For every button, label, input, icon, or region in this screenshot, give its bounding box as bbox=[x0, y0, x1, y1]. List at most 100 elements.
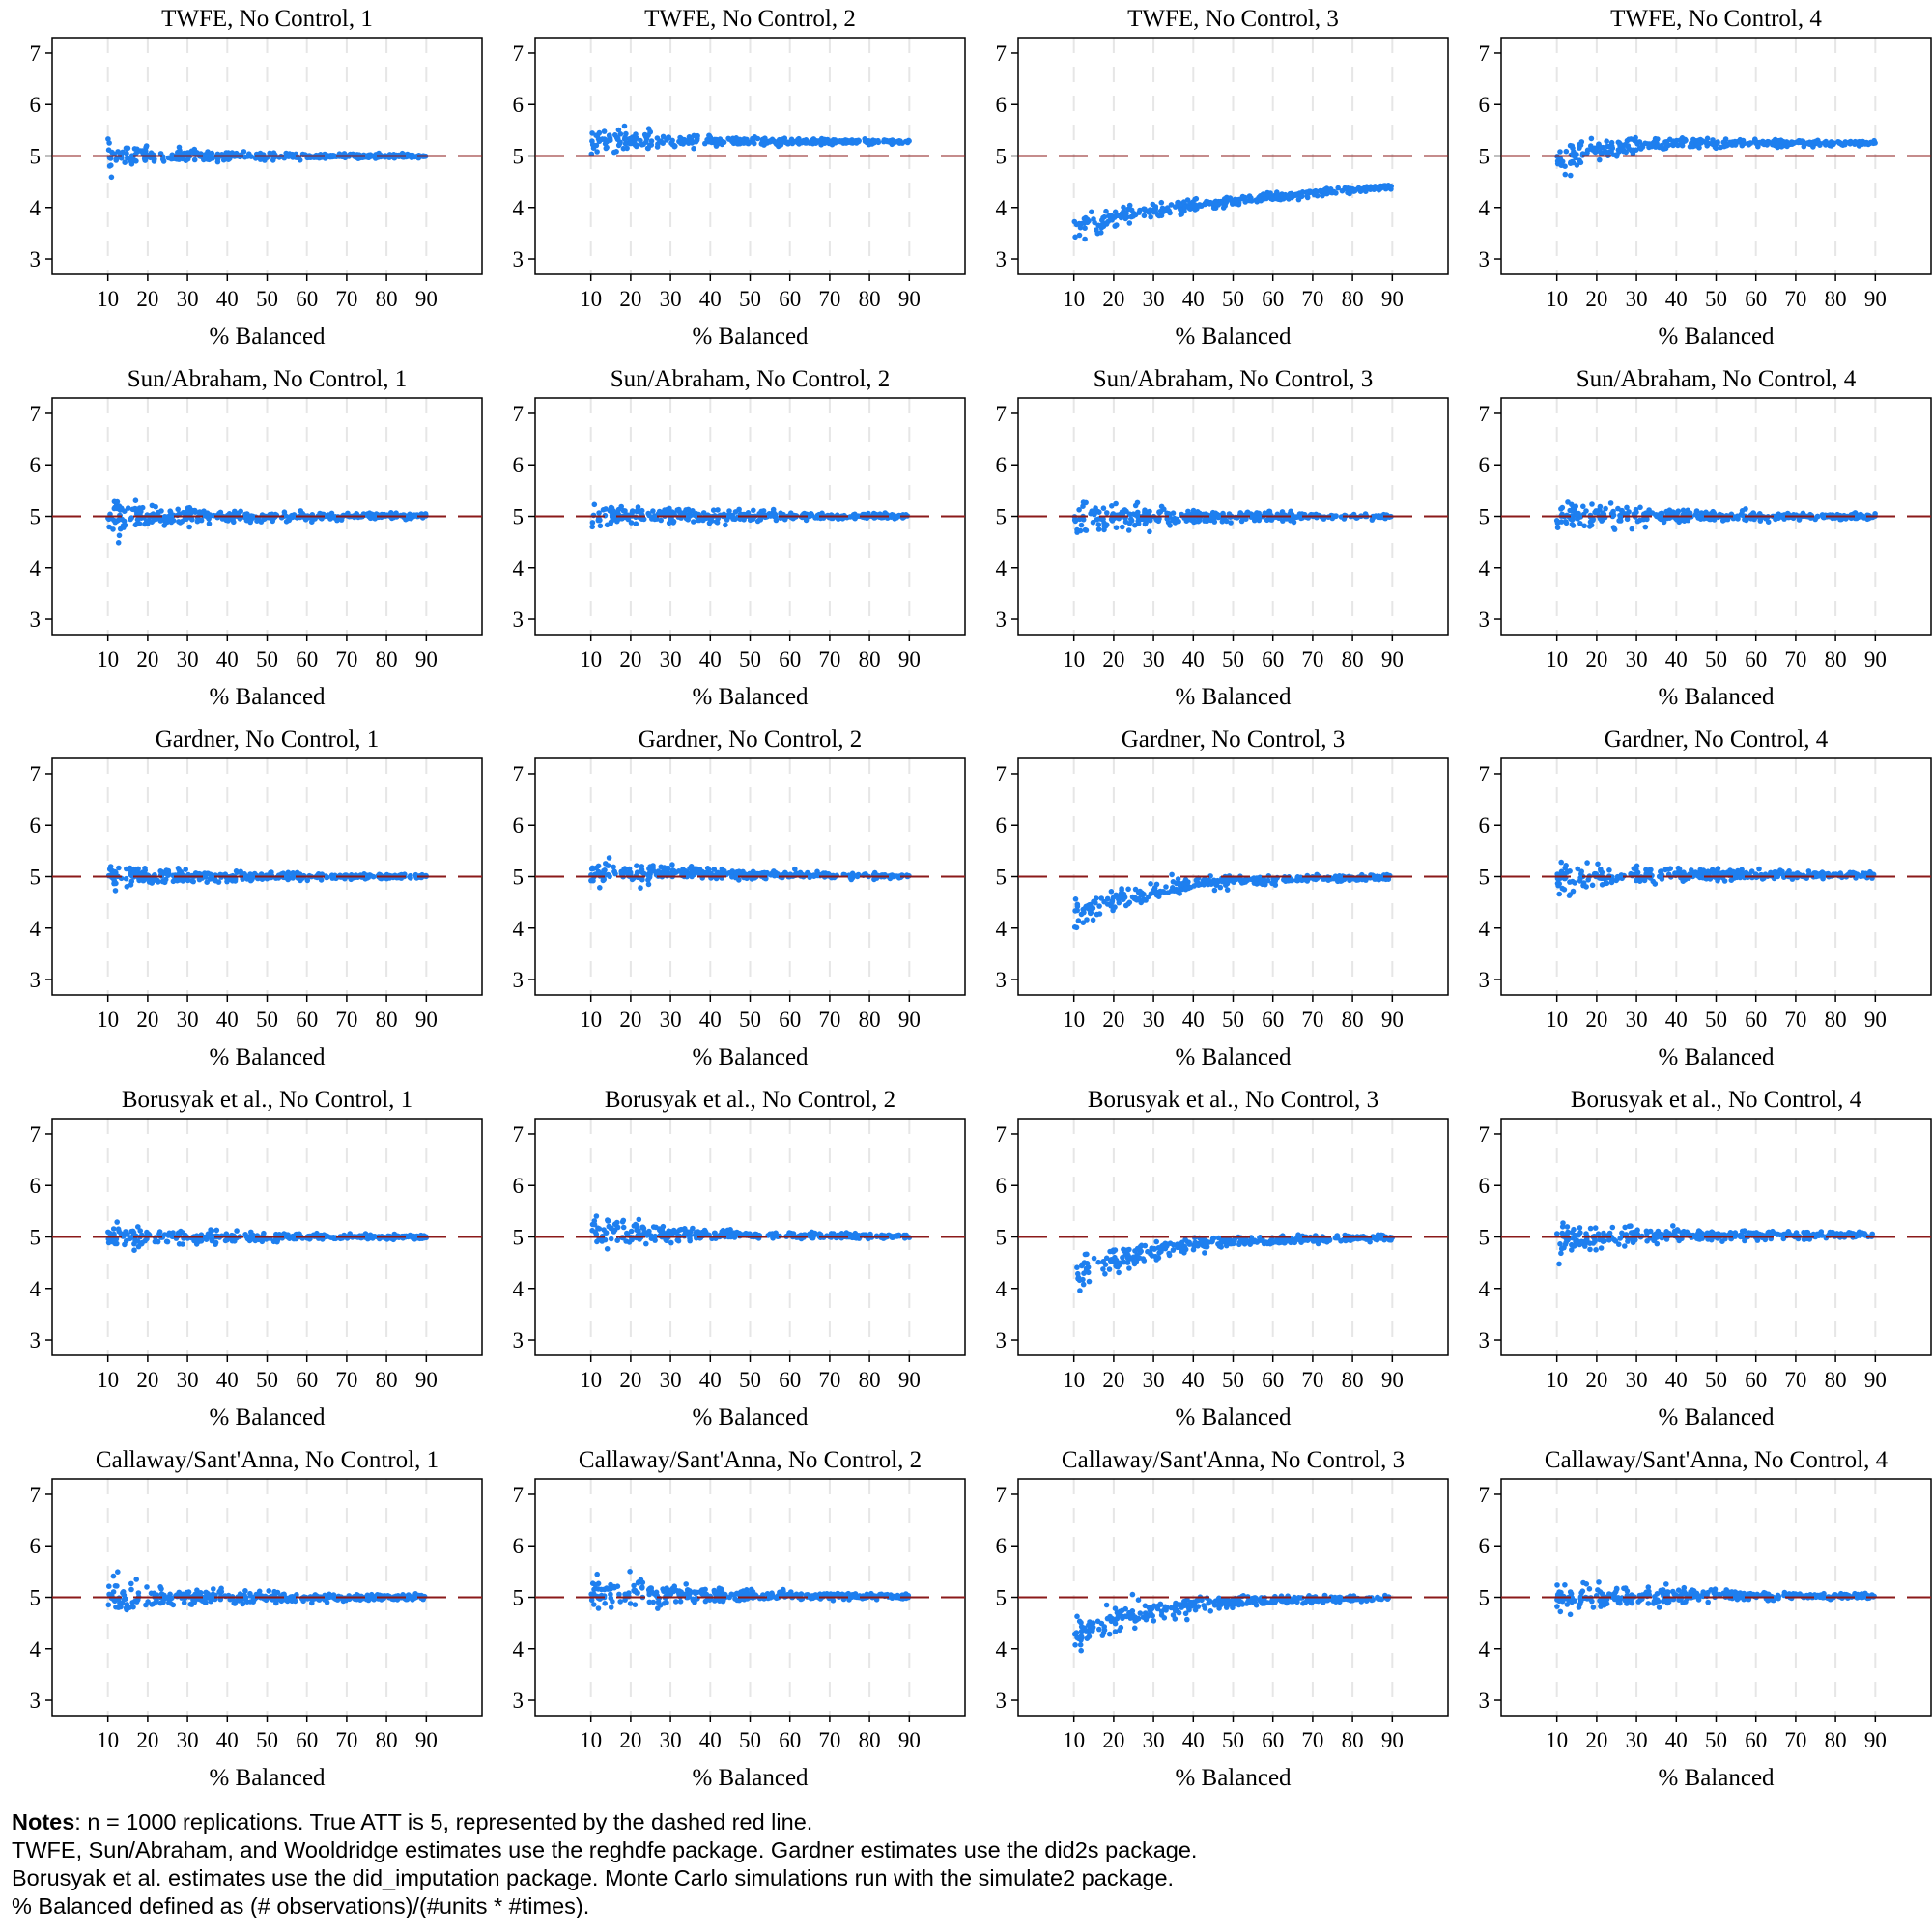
y-tick-label: 5 bbox=[30, 145, 42, 169]
scatter-point bbox=[1090, 917, 1096, 923]
scatter-point bbox=[1290, 513, 1296, 520]
scatter-point bbox=[1076, 507, 1082, 513]
x-tick-label: 40 bbox=[216, 1368, 239, 1392]
scatter-point bbox=[617, 131, 624, 137]
scatter-point bbox=[1692, 869, 1699, 875]
scatter-point bbox=[691, 871, 697, 878]
x-tick-label: 80 bbox=[1825, 1008, 1847, 1032]
scatter-point bbox=[1325, 877, 1331, 883]
scatter-point bbox=[1330, 513, 1336, 519]
scatter-point bbox=[1345, 185, 1351, 191]
scatter-point bbox=[1689, 143, 1695, 150]
scatter-point bbox=[778, 142, 784, 148]
scatter-point bbox=[601, 128, 608, 134]
scatter-point bbox=[231, 519, 237, 526]
scatter-point bbox=[208, 156, 213, 161]
scatter-point bbox=[1226, 196, 1232, 202]
scatter-point bbox=[1247, 197, 1254, 204]
scatter-point bbox=[772, 138, 778, 145]
x-tick-label: 80 bbox=[859, 1008, 881, 1032]
y-tick-label: 4 bbox=[1479, 556, 1491, 581]
scatter-point bbox=[223, 517, 229, 524]
x-tick-label: 60 bbox=[779, 1008, 801, 1032]
x-tick-label: 70 bbox=[335, 287, 357, 311]
scatter-point bbox=[854, 513, 860, 520]
scatter-point bbox=[1864, 141, 1871, 147]
x-tick-label: 80 bbox=[1342, 287, 1364, 311]
scatter-point bbox=[1147, 528, 1152, 535]
x-tick-label: 20 bbox=[619, 647, 641, 671]
scatter-point bbox=[1741, 140, 1747, 146]
x-tick-label: 20 bbox=[136, 647, 158, 671]
scatter-point bbox=[1072, 234, 1078, 241]
scatter-point bbox=[111, 505, 118, 512]
x-tick-label: 30 bbox=[1626, 647, 1648, 671]
scatter-point bbox=[1091, 510, 1097, 516]
scatter-point bbox=[1147, 517, 1153, 524]
scatter-point bbox=[759, 136, 766, 143]
scatter-point bbox=[1103, 208, 1109, 214]
y-tick-label: 7 bbox=[1479, 42, 1491, 66]
scatter-point bbox=[325, 513, 331, 520]
scatter-point bbox=[1095, 526, 1102, 532]
y-tick-label: 4 bbox=[1479, 196, 1491, 220]
scatter-point bbox=[838, 139, 844, 145]
scatter-point bbox=[1083, 214, 1089, 221]
scatter-point bbox=[719, 140, 725, 146]
scatter-point bbox=[654, 135, 661, 141]
panel-title: Sun/Abraham, No Control, 1 bbox=[128, 366, 408, 392]
x-tick-label: 60 bbox=[1745, 647, 1767, 671]
scatter-point bbox=[1852, 138, 1859, 145]
scatter-point bbox=[1618, 518, 1624, 524]
scatter-point bbox=[1217, 884, 1224, 891]
scatter-point bbox=[139, 148, 146, 154]
scatter-point bbox=[1138, 893, 1144, 898]
scatter-point bbox=[1747, 140, 1753, 146]
scatter-point bbox=[1238, 518, 1245, 525]
panel-title: TWFE, No Control, 3 bbox=[1127, 6, 1339, 32]
scatter-point bbox=[1559, 504, 1566, 511]
panel-title: TWFE, No Control, 4 bbox=[1610, 6, 1822, 32]
scatter-point bbox=[1152, 207, 1158, 213]
scatter-point bbox=[1619, 509, 1626, 516]
scatter-point bbox=[1130, 511, 1137, 517]
scatter-point bbox=[1597, 503, 1604, 510]
scatter-point bbox=[143, 143, 150, 149]
scatter-point bbox=[128, 516, 133, 523]
scatter-point bbox=[1680, 878, 1687, 884]
scatter-point bbox=[205, 870, 212, 877]
scatter-point bbox=[658, 517, 664, 524]
scatter-point bbox=[125, 505, 131, 511]
scatter-point bbox=[1293, 191, 1298, 198]
scatter-point bbox=[122, 159, 128, 165]
scatter-point bbox=[1565, 868, 1571, 875]
scatter-point bbox=[156, 509, 161, 516]
x-tick-label: 60 bbox=[296, 647, 318, 671]
scatter-point bbox=[1646, 144, 1652, 151]
scatter-point bbox=[884, 138, 891, 145]
scatter-point bbox=[714, 520, 721, 526]
y-tick-label: 7 bbox=[513, 402, 525, 426]
scatter-point bbox=[1621, 148, 1627, 155]
scatter-point bbox=[1810, 139, 1817, 146]
x-tick-label: 40 bbox=[1665, 1008, 1688, 1032]
y-tick-label: 7 bbox=[996, 42, 1008, 66]
scatter-point bbox=[128, 161, 135, 167]
x-tick-label: 80 bbox=[859, 647, 881, 671]
x-tick-label: 30 bbox=[177, 1368, 199, 1392]
scatter-point bbox=[1778, 144, 1785, 150]
scatter-point bbox=[812, 515, 818, 521]
scatter-point bbox=[709, 518, 715, 524]
scatter-point bbox=[1568, 172, 1574, 179]
scatter-point bbox=[1153, 889, 1160, 895]
scatter-point bbox=[1119, 886, 1124, 892]
scatter-point bbox=[1171, 888, 1178, 894]
y-tick-label: 3 bbox=[30, 1328, 42, 1352]
scatter-point bbox=[589, 520, 596, 526]
scatter-point bbox=[1137, 516, 1143, 523]
scatter-points bbox=[1071, 499, 1394, 535]
x-tick-label: 40 bbox=[216, 287, 239, 311]
